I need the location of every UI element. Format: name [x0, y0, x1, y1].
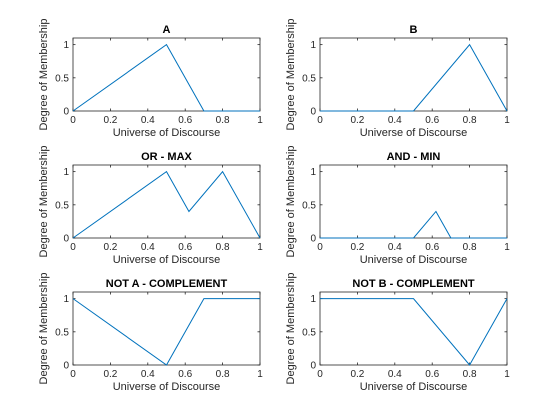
- subplot-1: A 0 0.2 0.4 0.6 0.8 1 0 0.5 1 Universe of Discours…: [38, 19, 263, 139]
- x-tick-label: 0.4: [388, 115, 402, 126]
- x-tick-label: 0: [317, 115, 323, 126]
- x-axis-label: Universe of Discourse: [360, 254, 468, 266]
- axes-box: [72, 164, 261, 239]
- y-tick-label: 1: [310, 40, 316, 51]
- plot-title: AND - MIN: [387, 151, 441, 163]
- x-tick-label: 1: [504, 369, 510, 380]
- x-tick-label: 0.2: [350, 242, 364, 253]
- axes-box: [72, 37, 261, 112]
- subplot-3: OR - MAX 0 0.2 0.4 0.6 0.8 1 0 0.5 1 Universe of D…: [38, 146, 263, 266]
- series-line: [72, 43, 260, 112]
- x-tick-label: 0.4: [388, 369, 402, 380]
- x-axis-label: Universe of Discourse: [113, 254, 221, 266]
- y-tick-label: 1: [310, 167, 316, 178]
- x-tick-label: 0.2: [350, 369, 364, 380]
- x-tick-label: 0.6: [425, 369, 439, 380]
- y-tick-label: 0.5: [302, 327, 316, 338]
- y-axis-label: Degree of Membership: [38, 146, 50, 258]
- series-line: [72, 170, 261, 239]
- x-tick-label: 0: [317, 242, 323, 253]
- series-line: [320, 210, 507, 239]
- x-tick-label: 0.4: [388, 242, 402, 253]
- x-tick-label: 0.4: [141, 115, 155, 126]
- y-tick-label: 0: [310, 361, 316, 372]
- plot-title: A: [163, 24, 171, 36]
- subplot-6: NOT B - COMPLEMENT 0 0.2 0.4 0.6 0.8 1 0 0.5 1 Uni…: [285, 273, 510, 393]
- plot-title: NOT B - COMPLEMENT: [352, 278, 474, 290]
- x-tick-label: 0: [317, 369, 323, 380]
- x-tick-label: 0: [70, 242, 76, 253]
- y-tick-label: 1: [310, 294, 316, 305]
- axes-box: [319, 291, 508, 366]
- y-tick-label: 0: [63, 361, 69, 372]
- series-line: [72, 298, 260, 366]
- y-tick-label: 0.5: [302, 73, 316, 84]
- y-tick-label: 0.5: [55, 327, 69, 338]
- x-tick-label: 1: [504, 242, 510, 253]
- x-axis-label: Universe of Discourse: [113, 127, 221, 139]
- y-tick-label: 1: [63, 167, 69, 178]
- x-tick-label: 0.8: [463, 242, 477, 253]
- x-tick-label: 0.4: [141, 369, 155, 380]
- x-tick-label: 0.6: [178, 115, 192, 126]
- subplot-2: B 0 0.2 0.4 0.6 0.8 1 0 0.5 1 Universe of Discours…: [285, 19, 510, 139]
- x-tick-label: 1: [257, 369, 263, 380]
- x-tick-label: 0.8: [463, 115, 477, 126]
- plot-title: B: [410, 24, 418, 36]
- y-tick-label: 0.5: [55, 73, 69, 84]
- y-tick-label: 0: [63, 234, 69, 245]
- x-tick-label: 0.8: [216, 115, 230, 126]
- x-tick-label: 0.6: [178, 242, 192, 253]
- x-tick-label: 0.6: [178, 369, 192, 380]
- x-axis-label: Universe of Discourse: [360, 381, 468, 393]
- y-tick-label: 0: [310, 234, 316, 245]
- plot-title: NOT A - COMPLEMENT: [106, 278, 228, 290]
- x-tick-label: 1: [257, 115, 263, 126]
- y-tick-label: 0: [63, 107, 69, 118]
- axes-box: [319, 164, 508, 239]
- subplot-4: AND - MIN 0 0.2 0.4 0.6 0.8 1 0 0.5 1 Universe of …: [285, 146, 510, 266]
- plot-title: OR - MAX: [141, 151, 192, 163]
- x-tick-label: 0: [70, 369, 76, 380]
- y-axis-label: Degree of Membership: [285, 19, 297, 131]
- axes-box: [319, 37, 508, 112]
- y-tick-label: 1: [63, 40, 69, 51]
- y-axis-label: Degree of Membership: [38, 273, 50, 385]
- x-axis-label: Universe of Discourse: [113, 381, 221, 393]
- x-tick-label: 0.6: [425, 115, 439, 126]
- y-tick-label: 0.5: [55, 200, 69, 211]
- x-tick-label: 0.2: [350, 115, 364, 126]
- x-tick-label: 0.2: [103, 369, 117, 380]
- x-tick-label: 0.8: [216, 242, 230, 253]
- x-tick-label: 0.8: [463, 369, 477, 380]
- x-tick-label: 0.4: [141, 242, 155, 253]
- y-tick-label: 0: [310, 107, 316, 118]
- y-axis-label: Degree of Membership: [38, 19, 50, 131]
- subplot-5: NOT A - COMPLEMENT 0 0.2 0.4 0.6 0.8 1 0 0.5 1 Uni…: [38, 273, 263, 393]
- y-tick-label: 0.5: [302, 200, 316, 211]
- y-tick-label: 1: [63, 294, 69, 305]
- x-tick-label: 1: [257, 242, 263, 253]
- x-tick-label: 0: [70, 115, 76, 126]
- x-tick-label: 0.2: [103, 242, 117, 253]
- x-tick-label: 0.6: [425, 242, 439, 253]
- x-axis-label: Universe of Discourse: [360, 127, 468, 139]
- axes-box: [72, 291, 261, 366]
- y-axis-label: Degree of Membership: [285, 146, 297, 258]
- x-tick-label: 0.8: [216, 369, 230, 380]
- series-line: [320, 43, 508, 112]
- y-axis-label: Degree of Membership: [285, 273, 297, 385]
- x-tick-label: 1: [504, 115, 510, 126]
- x-tick-label: 0.2: [103, 115, 117, 126]
- series-line: [320, 298, 508, 366]
